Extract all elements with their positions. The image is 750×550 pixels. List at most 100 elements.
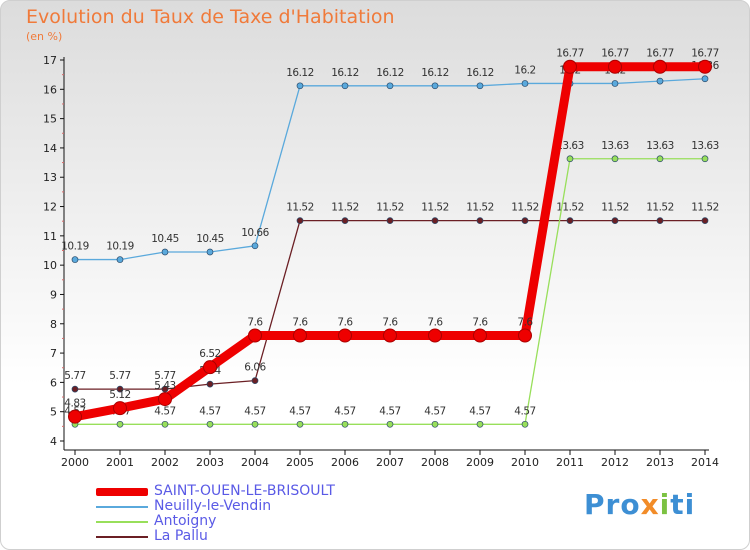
data-label-la-pallu: 11.52 bbox=[466, 202, 494, 214]
data-label-la-pallu: 5.77 bbox=[154, 370, 175, 382]
data-point-neuilly-le-vendin bbox=[296, 82, 304, 90]
data-label-la-pallu: 5.77 bbox=[64, 370, 85, 382]
data-point-antoigny bbox=[701, 155, 709, 163]
x-tick-label: 2014 bbox=[691, 456, 719, 469]
legend-swatch-saint-ouen bbox=[96, 487, 148, 496]
data-point-saint-ouen-le-brisoult bbox=[248, 328, 262, 343]
data-label-la-pallu: 11.52 bbox=[646, 202, 674, 214]
data-label-la-pallu: 11.52 bbox=[691, 202, 719, 214]
data-point-neuilly-le-vendin bbox=[611, 80, 619, 87]
data-point-antoigny bbox=[566, 155, 574, 163]
x-tick-label: 2013 bbox=[646, 456, 674, 469]
legend-label-antoigny: Antoigny bbox=[154, 513, 217, 529]
data-label-saint-ouen-le-brisoult: 5.12 bbox=[109, 389, 130, 401]
data-label-la-pallu: 5.77 bbox=[109, 370, 130, 382]
data-point-la-pallu bbox=[431, 217, 439, 224]
data-label-saint-ouen-le-brisoult: 16.77 bbox=[556, 48, 584, 60]
data-label-neuilly-le-vendin: 16.12 bbox=[376, 67, 404, 79]
data-point-neuilly-le-vendin bbox=[71, 256, 79, 263]
data-label-neuilly-le-vendin: 16.12 bbox=[331, 67, 359, 79]
data-point-antoigny bbox=[521, 420, 529, 428]
data-label-saint-ouen-le-brisoult: 16.77 bbox=[691, 48, 719, 60]
data-point-antoigny bbox=[611, 155, 619, 163]
data-point-neuilly-le-vendin bbox=[476, 82, 484, 90]
data-label-saint-ouen-le-brisoult: 4.83 bbox=[64, 398, 85, 410]
x-tick-label: 2006 bbox=[331, 456, 359, 469]
data-point-antoigny bbox=[476, 420, 484, 428]
data-label-neuilly-le-vendin: 10.66 bbox=[241, 227, 269, 239]
y-tick-label: 10 bbox=[43, 259, 57, 272]
data-point-antoigny bbox=[431, 420, 439, 428]
legend-label-la-pallu: La Pallu bbox=[154, 528, 208, 544]
data-point-antoigny bbox=[161, 420, 169, 428]
y-tick-label: 4 bbox=[50, 435, 57, 448]
data-point-neuilly-le-vendin bbox=[341, 82, 349, 90]
data-label-antoigny: 13.63 bbox=[646, 140, 674, 152]
data-point-saint-ouen-le-brisoult bbox=[653, 59, 667, 74]
data-label-saint-ouen-le-brisoult: 7.6 bbox=[517, 316, 533, 328]
series-line-la-pallu bbox=[74, 219, 706, 390]
x-tick-label: 2003 bbox=[196, 456, 224, 469]
data-label-neuilly-le-vendin: 16.2 bbox=[514, 64, 535, 76]
data-label-la-pallu: 11.52 bbox=[601, 202, 629, 214]
data-point-la-pallu bbox=[566, 217, 574, 224]
data-label-la-pallu: 11.52 bbox=[556, 202, 584, 214]
data-label-saint-ouen-le-brisoult: 7.6 bbox=[472, 316, 488, 328]
brand-logo: Proxiti bbox=[584, 488, 696, 521]
data-point-neuilly-le-vendin bbox=[521, 80, 529, 87]
data-point-la-pallu bbox=[701, 217, 709, 224]
data-label-neuilly-le-vendin: 10.19 bbox=[61, 241, 89, 253]
y-tick-label: 16 bbox=[43, 83, 57, 96]
data-point-antoigny bbox=[341, 420, 349, 428]
data-point-la-pallu bbox=[656, 217, 664, 224]
data-label-neuilly-le-vendin: 16.12 bbox=[286, 67, 314, 79]
data-label-neuilly-le-vendin: 10.19 bbox=[106, 241, 134, 253]
data-point-antoigny bbox=[206, 420, 214, 428]
data-point-la-pallu bbox=[251, 377, 259, 384]
x-tick-label: 2002 bbox=[151, 456, 179, 469]
y-tick-label: 9 bbox=[50, 288, 57, 301]
legend-swatch-la-pallu bbox=[96, 535, 148, 538]
legend-swatch-neuilly bbox=[96, 505, 148, 508]
data-label-la-pallu: 11.52 bbox=[421, 202, 449, 214]
data-label-saint-ouen-le-brisoult: 7.6 bbox=[337, 316, 353, 328]
data-point-saint-ouen-le-brisoult bbox=[473, 328, 487, 343]
data-label-saint-ouen-le-brisoult: 5.43 bbox=[154, 380, 175, 392]
x-tick-label: 2009 bbox=[466, 456, 494, 469]
data-label-saint-ouen-le-brisoult: 16.77 bbox=[601, 48, 629, 60]
x-tick-label: 2001 bbox=[106, 456, 134, 469]
data-label-antoigny: 4.57 bbox=[424, 405, 445, 417]
unit-label: (en %) bbox=[26, 30, 63, 43]
legend-swatch-antoigny bbox=[96, 520, 148, 523]
x-tick-label: 2004 bbox=[241, 456, 269, 469]
data-label-saint-ouen-le-brisoult: 16.77 bbox=[646, 48, 674, 60]
y-tick-label: 12 bbox=[43, 201, 57, 214]
data-point-neuilly-le-vendin bbox=[386, 82, 394, 90]
data-label-neuilly-le-vendin: 10.45 bbox=[151, 233, 179, 245]
data-point-saint-ouen-le-brisoult bbox=[293, 328, 307, 343]
chart-title: Evolution du Taux de Taxe d'Habitation bbox=[26, 6, 395, 28]
data-point-la-pallu bbox=[341, 217, 349, 224]
data-label-la-pallu: 6.06 bbox=[244, 362, 266, 374]
data-point-saint-ouen-le-brisoult bbox=[518, 328, 532, 343]
data-point-saint-ouen-le-brisoult bbox=[383, 328, 397, 343]
data-point-saint-ouen-le-brisoult bbox=[428, 328, 442, 343]
data-label-antoigny: 13.63 bbox=[556, 140, 584, 152]
y-tick-label: 7 bbox=[50, 347, 57, 360]
data-label-la-pallu: 11.52 bbox=[376, 202, 404, 214]
data-point-neuilly-le-vendin bbox=[116, 256, 124, 263]
data-point-saint-ouen-le-brisoult bbox=[563, 59, 577, 74]
y-tick-label: 17 bbox=[43, 54, 57, 67]
data-label-antoigny: 13.63 bbox=[601, 140, 629, 152]
data-point-neuilly-le-vendin bbox=[161, 248, 169, 256]
data-label-saint-ouen-le-brisoult: 6.52 bbox=[199, 348, 220, 360]
data-point-antoigny bbox=[656, 155, 664, 163]
data-point-neuilly-le-vendin bbox=[206, 248, 214, 256]
data-label-neuilly-le-vendin: 16.12 bbox=[466, 67, 494, 79]
y-tick-label: 6 bbox=[50, 376, 57, 389]
data-point-neuilly-le-vendin bbox=[431, 82, 439, 90]
x-tick-label: 2010 bbox=[511, 456, 539, 469]
data-point-antoigny bbox=[251, 420, 259, 428]
y-tick-label: 5 bbox=[50, 406, 57, 419]
